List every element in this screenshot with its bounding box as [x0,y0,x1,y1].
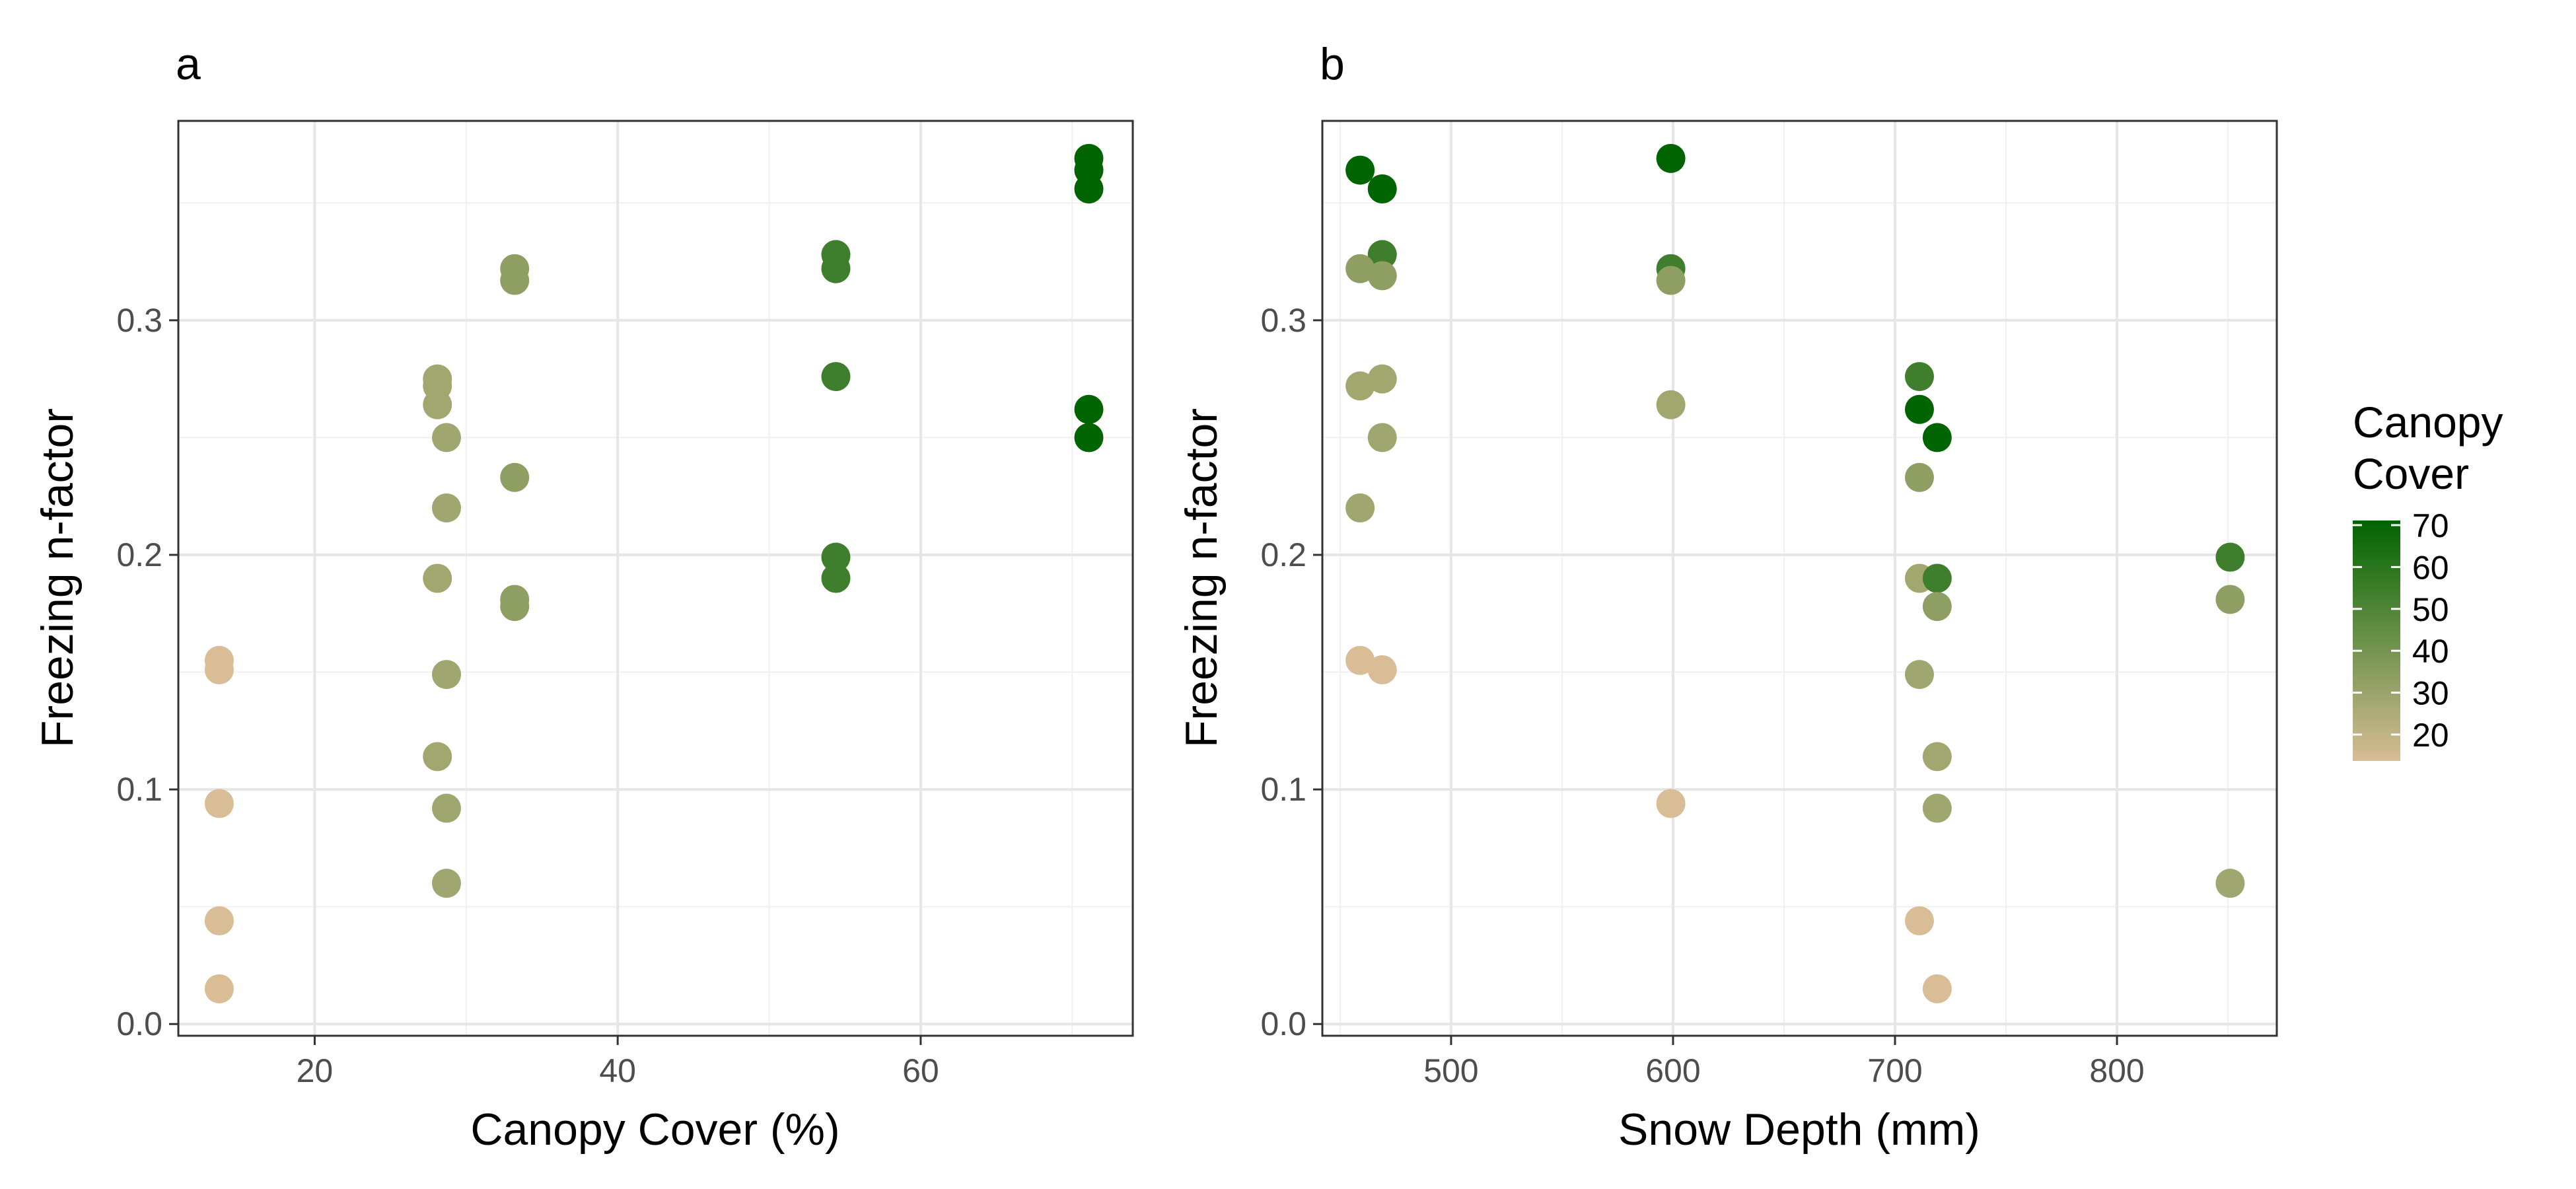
legend-title-line1: Canopy [2353,398,2503,447]
panel-b-data-point [1923,742,1952,771]
panel-b-x-tick-label: 500 [1423,1052,1478,1089]
panel-a-data-point [423,564,452,593]
panel-b-data-point [1345,156,1375,185]
panel-a-y-tick-label: 0.1 [116,771,162,808]
panel-a-data-point [205,789,234,818]
panel-b: b 500 600 700 800 0.0 0.1 0.2 0.3 Snow Depth (… [1176,39,2277,1155]
panel-a-data-point [432,493,461,522]
panel-a-y-tick-label: 0.3 [116,302,162,339]
legend-tick-label: 40 [2412,633,2449,670]
panel-b-data-point [1905,660,1934,689]
legend-tick-label: 70 [2412,507,2449,544]
panel-a-data-point [423,390,452,419]
panel-b-data-point [1905,463,1934,492]
panel-a-data-point [432,660,461,689]
panel-a-data-point [432,423,461,452]
panel-b-x-tick-label: 700 [1867,1052,1922,1089]
panel-b-data-point [1657,144,1686,173]
panel-b-x-axis-title: Snow Depth (mm) [1618,1104,1980,1155]
panel-b-data-point [2215,543,2244,572]
legend-tick-label: 30 [2412,675,2449,712]
panel-a-y-axis-title: Freezing n-factor [32,408,83,748]
panel-b-data-point [1905,395,1934,424]
panel-a-data-point [821,254,850,283]
panel-b-data-point [1923,564,1952,593]
panel-b-data-point [1368,174,1397,203]
panel-b-y-tick-label: 0.3 [1260,302,1306,339]
panel-a-data-point [821,564,850,593]
panel-b-data-point [1923,794,1952,823]
panel-b-data-point [1905,906,1934,935]
legend-title-line2: Cover [2353,449,2469,498]
panel-a-data-point [432,869,461,898]
panel-a-data-point [423,742,452,771]
panel-a-data-point [821,362,850,391]
legend-tick-label: 20 [2412,717,2449,754]
panel-a-y-tick-label: 0.0 [116,1005,162,1042]
panel-b-tag: b [1320,39,1345,89]
panel-a-y-tick-label: 0.2 [116,536,162,573]
legend-tick-label: 50 [2412,591,2449,628]
panel-b-data-point [1368,261,1397,290]
panel-b-data-point [1657,390,1686,419]
panel-b-data-point [2215,585,2244,614]
color-legend: Canopy Cover 70 60 50 40 30 20 [2353,398,2503,761]
panel-a-data-point [205,906,234,935]
panel-a-plot-background [178,121,1133,1036]
panel-b-data-point [1368,423,1397,452]
panel-b-data-point [2215,869,2244,898]
legend-colorbar [2353,521,2400,761]
panel-a-x-tick-label: 40 [599,1052,636,1089]
panel-a-data-point [1074,174,1103,203]
panel-b-data-point [1923,974,1952,1003]
panel-a-data-point [1074,423,1103,452]
panel-b-data-point [1368,365,1397,394]
panel-b-data-point [1368,655,1397,684]
panel-b-data-point [1923,592,1952,621]
panel-b-y-axis-title: Freezing n-factor [1176,408,1227,748]
panel-a-y-axis: 0.0 0.1 0.2 0.3 [116,302,178,1042]
panel-b-data-point [1657,266,1686,295]
panel-b-x-tick-label: 600 [1645,1052,1700,1089]
panel-b-data-point [1345,493,1375,522]
panel-b-plot-background [1322,121,2277,1036]
panel-b-y-tick-label: 0.2 [1260,536,1306,573]
panel-b-data-point [1905,362,1934,391]
panel-a-x-axis-title: Canopy Cover (%) [470,1104,840,1155]
panel-a-data-point [500,266,529,295]
panel-a-data-point [500,463,529,492]
panel-a-data-point [1074,395,1103,424]
panel-b-data-point [1923,423,1952,452]
panel-b-y-axis: 0.0 0.1 0.2 0.3 [1260,302,1322,1042]
panel-a: a 20 40 60 0.0 0.1 0.2 0.3 Canopy Cover (%) F… [32,39,1133,1155]
panel-a-data-point [500,592,529,621]
panel-a-x-tick-label: 60 [902,1052,939,1089]
panel-a-data-point [432,794,461,823]
panel-a-x-axis: 20 40 60 [297,1036,939,1089]
panel-a-data-point [205,655,234,684]
panel-a-x-tick-label: 20 [297,1052,334,1089]
panel-b-y-tick-label: 0.0 [1260,1005,1306,1042]
legend-tick-label: 60 [2412,549,2449,586]
panel-b-x-tick-label: 800 [2089,1052,2144,1089]
panel-a-tag: a [176,39,201,89]
panel-b-data-point [1657,789,1686,818]
panel-b-y-tick-label: 0.1 [1260,771,1306,808]
panel-b-x-axis: 500 600 700 800 [1423,1036,2145,1089]
panel-a-data-point [205,974,234,1003]
